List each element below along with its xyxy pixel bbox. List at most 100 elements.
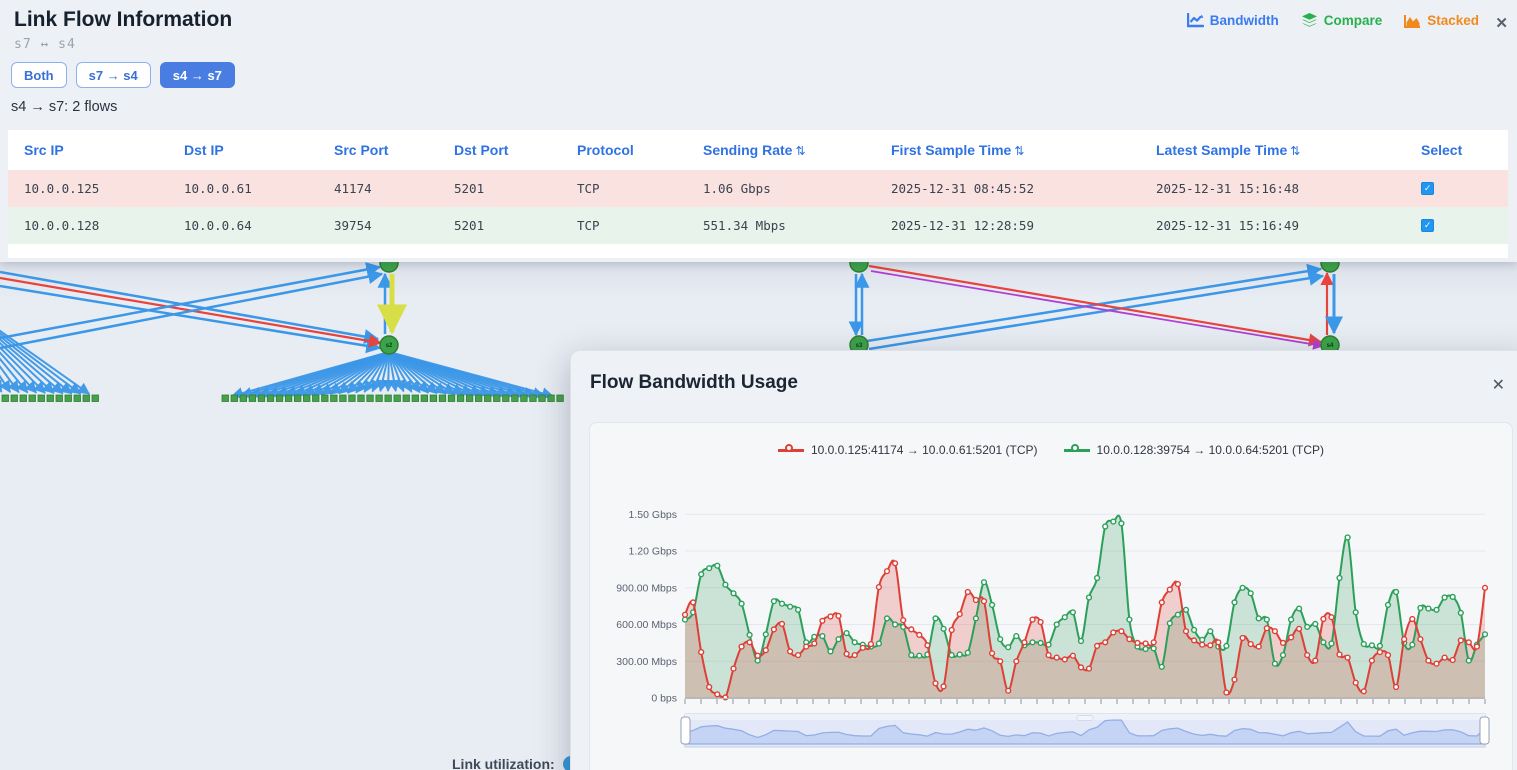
sort-icon[interactable]: ⇅ <box>795 144 806 158</box>
host-node[interactable] <box>438 394 447 402</box>
host-node[interactable] <box>538 394 546 402</box>
switch-node[interactable] <box>849 253 869 273</box>
stacked-view-button[interactable]: Stacked <box>1404 13 1479 28</box>
host-node[interactable] <box>384 394 392 402</box>
cell-latest_sample: 2025-12-31 15:16:48 <box>1156 181 1299 196</box>
series-line <box>684 559 1486 699</box>
panel-close-button[interactable]: ✕ <box>1491 377 1505 394</box>
y-axis-label: 0 bps <box>651 693 677 705</box>
host-node[interactable] <box>556 394 564 402</box>
host-node[interactable] <box>19 394 27 402</box>
host-node[interactable] <box>221 394 229 402</box>
switch-node-s2[interactable] <box>379 335 399 355</box>
host-node[interactable] <box>91 394 99 402</box>
direction-button-s4-s7[interactable]: s4 → s7 <box>159 62 235 88</box>
host-node[interactable] <box>28 394 36 402</box>
host-node[interactable] <box>303 394 311 402</box>
host-node[interactable] <box>375 394 383 402</box>
host-node[interactable] <box>529 394 537 402</box>
cell-src_ip: 10.0.0.125 <box>24 181 100 196</box>
host-node[interactable] <box>248 394 257 402</box>
host-node[interactable] <box>257 394 266 402</box>
flow-table: Src IP Dst IP Src Port Dst Port Protocol Send… <box>8 130 1508 258</box>
host-node[interactable] <box>312 394 320 402</box>
y-axis-label: 900.00 Mbps <box>616 582 677 594</box>
column-header-latest-sample-time[interactable]: Latest Sample Time ⇅ <box>1156 142 1301 158</box>
host-node[interactable] <box>73 394 81 402</box>
cell-protocol: TCP <box>577 181 600 196</box>
cell-src_port: 41174 <box>334 181 372 196</box>
host-node[interactable] <box>275 394 284 402</box>
host-node[interactable] <box>393 394 401 402</box>
host-node[interactable] <box>348 394 356 402</box>
column-header-src-port: Src Port <box>334 142 389 158</box>
legend-marker-icon <box>1063 444 1090 455</box>
chart-legend: 10.0.0.125:41174 → 10.0.0.61:5201 (TCP) 1… <box>590 443 1512 457</box>
host-node[interactable] <box>357 394 365 402</box>
flow-bandwidth-panel: Flow Bandwidth Usage ✕ 10.0.0.125:41174 … <box>570 350 1517 770</box>
host-node[interactable] <box>339 394 347 402</box>
direction-filter-buttons: Both s7 → s4 s4 → s7 <box>11 62 235 88</box>
host-node[interactable] <box>429 394 438 402</box>
host-node[interactable] <box>465 394 474 402</box>
host-node[interactable] <box>456 394 465 402</box>
cell-src_port: 39754 <box>334 218 372 233</box>
cell-latest_sample: 2025-12-31 15:16:49 <box>1156 218 1299 233</box>
cell-dst_ip: 10.0.0.64 <box>184 218 252 233</box>
compare-view-button[interactable]: Compare <box>1301 13 1382 28</box>
host-node[interactable] <box>55 394 63 402</box>
host-node[interactable] <box>484 394 492 402</box>
legend-item[interactable]: 10.0.0.125:41174 → 10.0.0.61:5201 (TCP) <box>777 443 1038 457</box>
panel-title: Flow Bandwidth Usage <box>590 372 798 393</box>
brush-handle-left[interactable] <box>680 716 691 745</box>
host-node[interactable] <box>230 394 238 402</box>
switch-node[interactable] <box>1320 253 1340 273</box>
sort-icon[interactable]: ⇅ <box>1014 144 1025 158</box>
host-node[interactable] <box>411 394 419 402</box>
cell-select: ✓ <box>1405 219 1508 232</box>
host-node[interactable] <box>46 394 54 402</box>
host-node[interactable] <box>420 394 429 402</box>
legend-item[interactable]: 10.0.0.128:39754 → 10.0.0.64:5201 (TCP) <box>1063 443 1324 457</box>
host-node[interactable] <box>474 394 483 402</box>
legend-label: 10.0.0.125:41174 → 10.0.0.61:5201 (TCP) <box>810 443 1038 457</box>
switch-node-label: s2 <box>386 343 393 349</box>
host-node[interactable] <box>37 394 45 402</box>
host-node[interactable] <box>82 394 90 402</box>
column-header-dst-ip: Dst IP <box>184 142 224 158</box>
host-node[interactable] <box>330 394 338 402</box>
layers-icon <box>1301 13 1317 27</box>
host-node[interactable] <box>321 394 329 402</box>
column-header-first-sample-time[interactable]: First Sample Time ⇅ <box>891 142 1025 158</box>
switch-node[interactable] <box>379 253 399 273</box>
y-axis-label: 300.00 Mbps <box>616 656 677 668</box>
host-node[interactable] <box>447 394 456 402</box>
host-node[interactable] <box>284 394 293 402</box>
y-axis-label: 1.20 Gbps <box>629 546 677 558</box>
host-node[interactable] <box>511 394 519 402</box>
direction-button-s7-s4[interactable]: s7 → s4 <box>75 62 151 88</box>
column-header-sending-rate[interactable]: Sending Rate ⇅ <box>703 142 806 158</box>
legend-marker-icon <box>777 444 804 455</box>
brush-handle-right[interactable] <box>1479 716 1490 745</box>
close-icon[interactable]: ✕ <box>1495 15 1508 32</box>
host-node[interactable] <box>1 394 9 402</box>
host-node[interactable] <box>293 394 302 402</box>
row-select-checkbox[interactable]: ✓ <box>1421 219 1434 232</box>
host-node[interactable] <box>502 394 510 402</box>
sort-icon[interactable]: ⇅ <box>1290 144 1301 158</box>
bandwidth-view-button[interactable]: Bandwidth <box>1186 13 1279 28</box>
host-node[interactable] <box>64 394 72 402</box>
cell-protocol: TCP <box>577 218 600 233</box>
host-node[interactable] <box>239 394 248 402</box>
host-node[interactable] <box>266 394 275 402</box>
host-node[interactable] <box>10 394 18 402</box>
host-node[interactable] <box>366 394 374 402</box>
host-node[interactable] <box>547 394 555 402</box>
row-select-checkbox[interactable]: ✓ <box>1421 182 1434 195</box>
host-node[interactable] <box>520 394 528 402</box>
direction-button-both[interactable]: Both <box>11 62 67 88</box>
cell-rate: 1.06 Gbps <box>703 181 771 196</box>
host-node[interactable] <box>402 394 410 402</box>
host-node[interactable] <box>493 394 501 402</box>
